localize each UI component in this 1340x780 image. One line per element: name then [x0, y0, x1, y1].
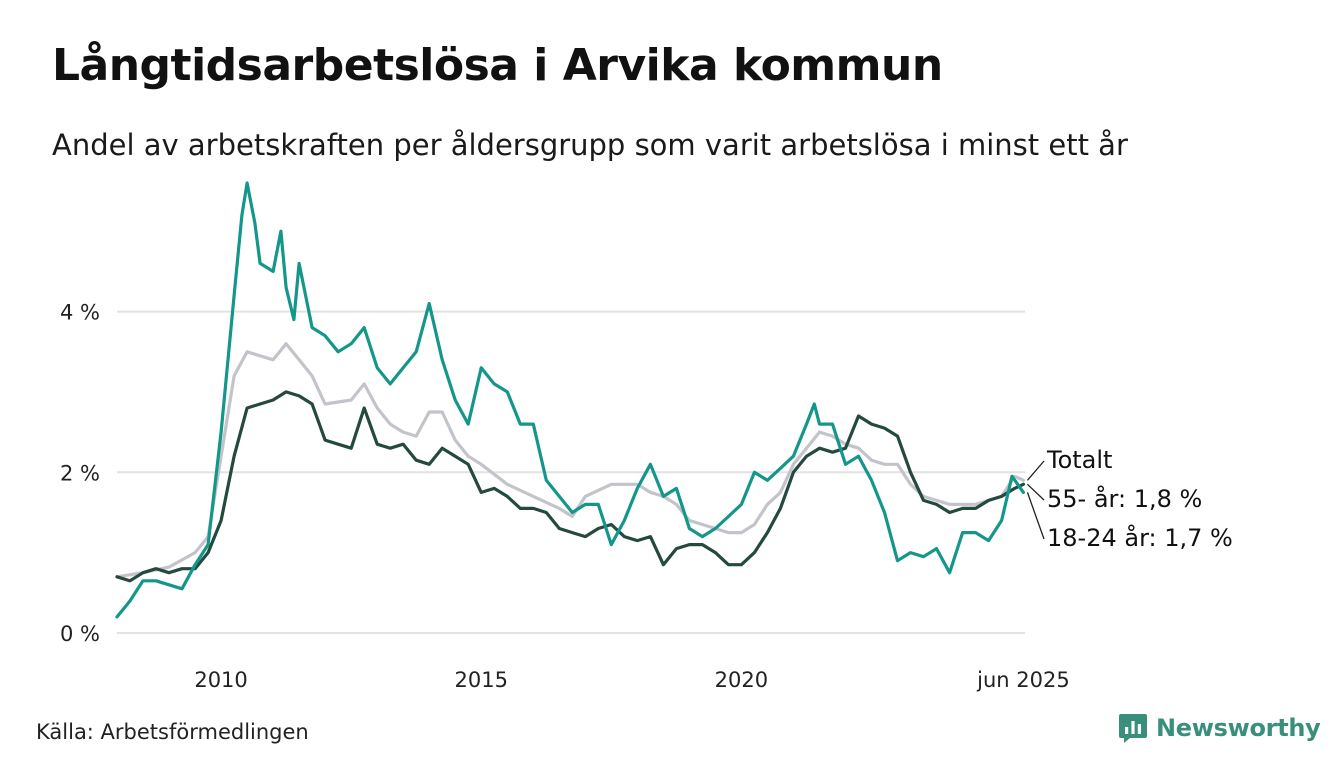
- label-leader-totalt: [1026, 460, 1045, 481]
- x-tick-label: 2020: [715, 668, 768, 692]
- y-tick-label: 0 %: [60, 622, 100, 646]
- newsworthy-logo-icon: [1119, 714, 1147, 743]
- series-line-totalt: [115, 342, 1025, 579]
- source-note: Källa: Arbetsförmedlingen: [36, 720, 309, 744]
- series-lines: [115, 181, 1025, 619]
- x-tick-label: jun 2025: [976, 668, 1070, 692]
- x-tick-label: 2010: [194, 668, 247, 692]
- end-label-age_18_24: 18-24 år: 1,7 %: [1047, 523, 1233, 552]
- y-tick-label: 2 %: [60, 461, 100, 485]
- label-leader-age_55: [1026, 483, 1045, 501]
- end-labels: Totalt 55- år: 1,8 % 18-24 år: 1,7 %: [1026, 446, 1233, 552]
- chart-title: Långtidsarbetslösa i Arvika kommun: [52, 40, 943, 91]
- end-label-age_55: 55- år: 1,8 %: [1047, 484, 1202, 513]
- series-line-age_55: [115, 390, 1025, 583]
- brand-logo[interactable]: Newsworthy: [1118, 712, 1321, 744]
- y-axis-ticks: 0 % 2 % 4 %: [60, 301, 100, 646]
- label-leader-age_18_24: [1026, 492, 1045, 540]
- grid-lines: [117, 310, 1025, 634]
- x-axis-ticks: 2010 2015 2020 jun 2025: [194, 668, 1069, 692]
- brand-name: Newsworthy: [1156, 714, 1321, 742]
- chart-subtitle: Andel av arbetskraften per åldersgrupp s…: [52, 128, 1128, 162]
- series-line-age_18_24: [115, 181, 1025, 619]
- x-tick-label: 2015: [455, 668, 508, 692]
- y-tick-label: 4 %: [60, 301, 100, 325]
- chart-area: 0 % 2 % 4 % 2010 2015 2020 jun 2025 Totalt 55-…: [60, 181, 1233, 692]
- end-label-totalt: Totalt: [1046, 446, 1112, 474]
